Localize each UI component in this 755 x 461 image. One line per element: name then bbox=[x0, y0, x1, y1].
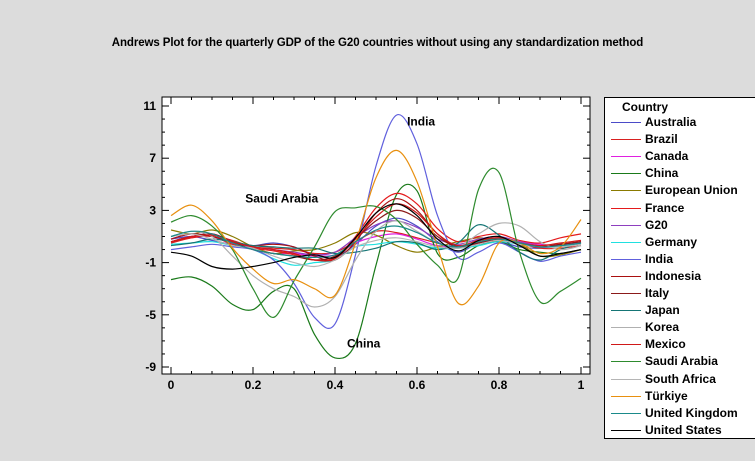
legend-item: Germany bbox=[611, 235, 755, 252]
legend-swatch bbox=[611, 310, 641, 312]
legend-label: South Africa bbox=[645, 371, 716, 386]
legend-item: Brazil bbox=[611, 132, 755, 149]
legend-label: Canada bbox=[645, 149, 689, 164]
legend-label: Saudi Arabia bbox=[645, 354, 718, 369]
x-tick-label: 0.4 bbox=[327, 378, 344, 392]
legend-label: Germany bbox=[645, 234, 698, 249]
legend-item: France bbox=[611, 201, 755, 218]
legend-item: Türkiye bbox=[611, 389, 755, 406]
legend-swatch bbox=[611, 327, 641, 329]
legend-label: Japan bbox=[645, 303, 680, 318]
legend-label: India bbox=[645, 251, 674, 266]
annotation-china: China bbox=[347, 336, 381, 350]
legend-title: Country bbox=[622, 100, 668, 114]
legend-label: Türkiye bbox=[645, 388, 688, 403]
series-line-united-states bbox=[170, 203, 582, 270]
legend-swatch bbox=[611, 361, 641, 363]
legend-swatch bbox=[611, 207, 641, 209]
legend-label: European Union bbox=[645, 183, 738, 198]
annotation-india: India bbox=[407, 115, 435, 129]
legend-swatch bbox=[611, 429, 641, 431]
legend: Country Australia Brazil Canada China Europe… bbox=[604, 97, 755, 439]
legend-label: Brazil bbox=[645, 132, 678, 147]
legend-swatch bbox=[611, 122, 641, 123]
legend-item: South Africa bbox=[611, 372, 755, 389]
legend-item: Italy bbox=[611, 286, 755, 303]
legend-item: Australia bbox=[611, 115, 755, 132]
legend-swatch bbox=[611, 224, 641, 226]
legend-item: United Kingdom bbox=[611, 406, 755, 423]
y-tick-label: -9 bbox=[145, 360, 156, 374]
legend-item: Saudi Arabia bbox=[611, 354, 755, 371]
legend-item: G20 bbox=[611, 218, 755, 235]
legend-swatch bbox=[611, 139, 641, 141]
legend-swatch bbox=[611, 241, 641, 243]
legend-label: United Kingdom bbox=[645, 405, 738, 420]
y-tick-label: -1 bbox=[145, 256, 156, 270]
series-line-korea bbox=[170, 220, 582, 308]
legend-label: China bbox=[645, 166, 679, 181]
legend-label: France bbox=[645, 200, 685, 215]
legend-label: Italy bbox=[645, 286, 670, 300]
x-tick-label: 0.2 bbox=[245, 378, 262, 392]
legend-item: United States bbox=[611, 422, 755, 438]
y-tick-label: 7 bbox=[149, 151, 156, 165]
series-line-india bbox=[170, 113, 582, 329]
legend-item: Japan bbox=[611, 303, 755, 320]
legend-swatch bbox=[611, 173, 641, 175]
x-tick-label: 0 bbox=[168, 378, 175, 392]
legend-swatch bbox=[611, 378, 641, 380]
series-layer bbox=[170, 113, 582, 360]
series-line-saudi-arabia bbox=[170, 167, 582, 318]
legend-swatch bbox=[611, 293, 641, 294]
axes-layer: -9 -5 -1 3 7 11 0 0.2 0.4 0.6 0.8 1 bbox=[143, 97, 590, 392]
legend-label: Indonesia bbox=[645, 268, 702, 283]
legend-item: Canada bbox=[611, 149, 755, 166]
legend-swatch bbox=[611, 156, 641, 158]
legend-label: Korea bbox=[645, 320, 680, 335]
legend-label: Mexico bbox=[645, 337, 686, 352]
legend-swatch bbox=[611, 412, 641, 414]
legend-label: United States bbox=[645, 422, 722, 437]
legend-label: G20 bbox=[645, 217, 668, 232]
y-tick-label: -5 bbox=[145, 308, 156, 322]
legend-item: India bbox=[611, 252, 755, 269]
legend-swatch bbox=[611, 258, 641, 260]
legend-item: Mexico bbox=[611, 337, 755, 354]
x-tick-label: 0.6 bbox=[409, 378, 426, 392]
legend-item: China bbox=[611, 166, 755, 183]
legend-swatch bbox=[611, 275, 641, 277]
legend-item: Korea bbox=[611, 320, 755, 337]
annotation-layer: India Saudi Arabia China bbox=[245, 115, 435, 351]
series-line-t-rkiye bbox=[170, 149, 582, 306]
y-tick-label: 3 bbox=[149, 203, 156, 217]
x-tick-label: 0.8 bbox=[491, 378, 508, 392]
y-tick-label: 11 bbox=[143, 99, 156, 113]
legend-label: Australia bbox=[645, 115, 697, 129]
legend-swatch bbox=[611, 344, 641, 346]
x-tick-label: 1 bbox=[578, 378, 585, 392]
legend-swatch bbox=[611, 190, 641, 192]
annotation-saudi-arabia: Saudi Arabia bbox=[245, 192, 318, 206]
legend-item: European Union bbox=[611, 183, 755, 200]
legend-item: Indonesia bbox=[611, 269, 755, 286]
legend-swatch bbox=[611, 395, 641, 397]
series-line-united-kingdom bbox=[170, 225, 582, 259]
chart-title: Andrews Plot for the quarterly GDP of th… bbox=[111, 37, 644, 49]
